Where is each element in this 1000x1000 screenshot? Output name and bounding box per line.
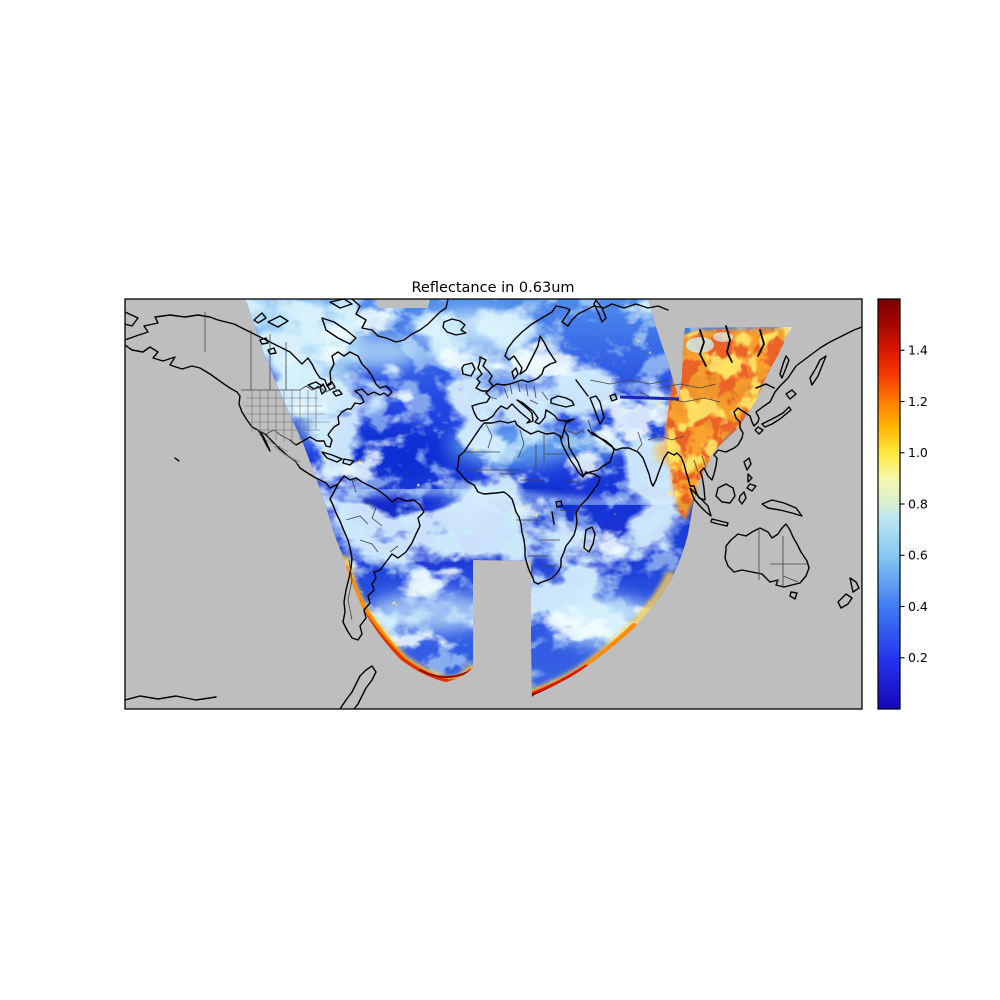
country-borders [204,312,809,621]
colorbar-tick-label: 0.6 [908,548,928,563]
map-frame [124,298,863,710]
coastlines [125,299,862,709]
state-borders [244,390,330,465]
colorbar-tick-marks [900,349,905,659]
dark-blue-line-artifact [619,395,680,401]
colorbar-tick-label: 0.4 [908,599,928,614]
colorbar-tick-label: 1.2 [908,394,928,409]
colorbar-tick-label: 1.0 [908,445,928,460]
map-content [125,299,862,709]
colorbar: 0.2 0.4 0.6 0.8 1.0 1.2 1.4 [877,298,928,710]
colorbar-gradient [877,298,901,710]
plot-title: Reflectance in 0.63um [411,280,574,296]
colorbar-tick-label: 1.4 [908,343,928,358]
colorbar-tick-label: 0.2 [908,650,928,665]
colorbar-tick-labels: 0.2 0.4 0.6 0.8 1.0 1.2 1.4 [908,343,928,666]
ne-asia-high-reflectance [654,328,790,520]
colorbar-tick-label: 0.8 [908,496,928,511]
